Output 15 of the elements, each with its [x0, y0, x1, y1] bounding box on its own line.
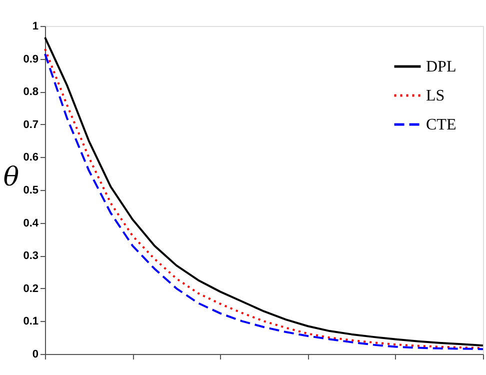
legend-label: LS: [426, 88, 445, 104]
y-tick-label: 0.3: [23, 250, 38, 262]
y-tick-label: 0.4: [23, 217, 40, 230]
y-tick-label: 0: [32, 348, 38, 360]
y-tick-label: 0.7: [23, 118, 38, 131]
legend-label: CTE: [426, 116, 456, 134]
y-tick-label: 0.8: [23, 86, 38, 98]
y-tick-label: 0.6: [23, 152, 38, 164]
y-tick-label: 0.5: [23, 184, 38, 196]
y-axis-title: θ: [3, 162, 20, 192]
legend-label: DPL: [426, 58, 456, 76]
y-tick-label: 1: [32, 20, 38, 32]
y-tick-label: 0.9: [23, 53, 38, 66]
y-tick-label: 0.1: [23, 316, 38, 328]
y-tick-label: 0.2: [23, 282, 38, 295]
